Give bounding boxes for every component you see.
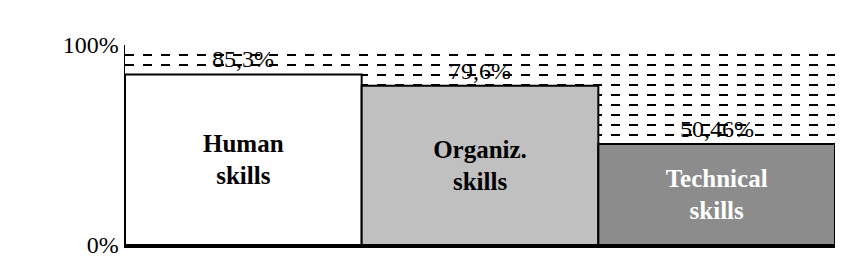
svg-text:100%: 100%: [63, 32, 119, 58]
svg-text:0%: 0%: [87, 232, 119, 258]
svg-text:Organiz.skills: Organiz.skills: [433, 136, 527, 196]
svg-text:Technicalskills: Technicalskills: [666, 165, 768, 225]
svg-text:79,6%: 79,6%: [449, 58, 511, 84]
svg-text:Humanskills: Humanskills: [203, 130, 284, 190]
svg-text:85,3%: 85,3%: [212, 46, 274, 72]
svg-text:50,46%: 50,46%: [680, 116, 754, 142]
